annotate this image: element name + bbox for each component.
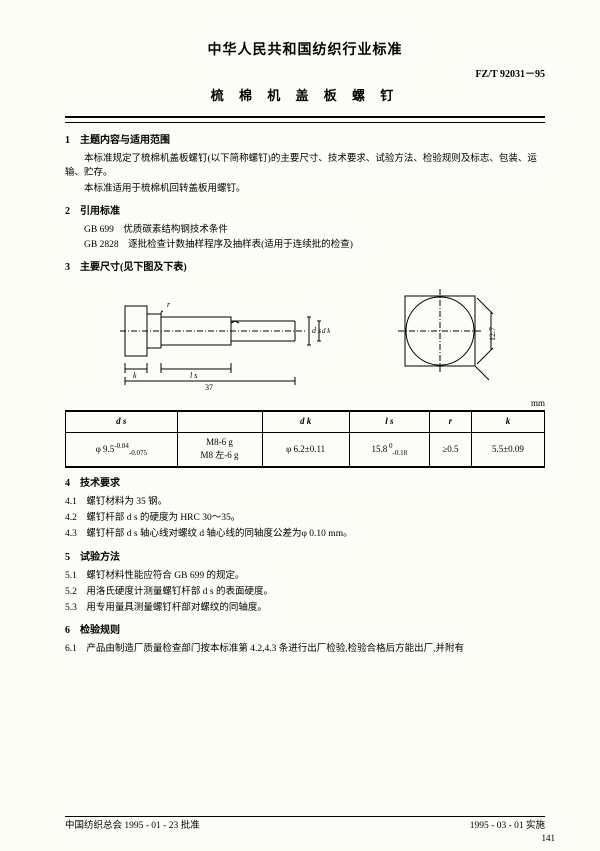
th: d s	[66, 411, 178, 432]
section-heading: 5 试验方法	[65, 550, 545, 565]
bolt-diagram: k l s 37 r d s d k 12.7	[95, 281, 515, 391]
svg-text:d s: d s	[312, 326, 321, 335]
standard-code: FZ/T 92031－95	[65, 67, 545, 82]
reference: GB 699 优质碳素结构钢技术条件	[84, 223, 545, 237]
svg-text:k: k	[133, 371, 137, 380]
page-number: 141	[542, 832, 556, 846]
clause: 6.1 产品由制造厂质量检查部门按本标准第 4.2,4.3 条进行出厂检验,检验…	[65, 642, 545, 656]
td: 5.5±0.09	[471, 432, 544, 467]
paragraph: 本标准规定了梳棉机盖板螺钉(以下简称螺钉)的主要尺寸、技术要求、试验方法、检验规…	[65, 152, 545, 181]
svg-text:37: 37	[205, 383, 213, 391]
td: M8-6 g M8 左-6 g	[177, 432, 262, 467]
th: r	[429, 411, 471, 432]
svg-text:l s: l s	[190, 371, 197, 380]
clause: 5.2 用洛氏硬度计测量螺钉杆部 d s 的表面硬度。	[65, 585, 545, 599]
clause: 4.2 螺钉杆部 d s 的硬度为 HRC 30～35。	[65, 511, 545, 525]
th: d k	[262, 411, 349, 432]
th: l s	[349, 411, 429, 432]
th	[177, 411, 262, 432]
reference: GB 2828 逐批检查计数抽样程序及抽样表(适用于连续批的检查)	[84, 238, 545, 252]
effective-date: 1995 - 03 - 01 实施	[470, 819, 545, 833]
th: k	[471, 411, 544, 432]
divider	[65, 116, 545, 118]
svg-text:12.7: 12.7	[488, 327, 497, 341]
clause: 4.1 螺钉材料为 35 钢。	[65, 495, 545, 509]
td: φ 9.5-0.04-0.075	[66, 432, 178, 467]
approval-date: 中国纺织总会 1995 - 01 - 23 批准	[65, 819, 200, 833]
unit-label: mm	[65, 397, 545, 411]
svg-text:r: r	[167, 300, 171, 309]
divider	[65, 122, 545, 123]
td: ≥0.5	[429, 432, 471, 467]
td: φ 6.2±0.11	[262, 432, 349, 467]
td: 15.8 0-0.18	[349, 432, 429, 467]
org-title: 中华人民共和国纺织行业标准	[65, 40, 545, 61]
svg-text:d k: d k	[322, 327, 331, 335]
clause: 5.3 用专用量具测量螺钉杆部对螺纹的同轴度。	[65, 601, 545, 615]
section-heading: 1 主题内容与适用范围	[65, 133, 545, 148]
dimension-table: d s d k l s r k φ 9.5-0.04-0.075 M8-6 g …	[65, 410, 545, 468]
page: 中华人民共和国纺织行业标准 FZ/T 92031－95 梳 棉 机 盖 板 螺 …	[0, 0, 600, 851]
section-heading: 3 主要尺寸(见下图及下表)	[65, 260, 545, 275]
clause: 5.1 螺钉材料性能应符合 GB 699 的规定。	[65, 569, 545, 583]
section-heading: 6 检验规则	[65, 623, 545, 638]
header: 中华人民共和国纺织行业标准	[65, 40, 545, 61]
footer: 中国纺织总会 1995 - 01 - 23 批准 1995 - 03 - 01 …	[65, 816, 545, 833]
doc-title: 梳 棉 机 盖 板 螺 钉	[65, 86, 545, 106]
paragraph: 本标准适用于梳棉机回转盖板用螺钉。	[65, 182, 545, 196]
clause: 4.3 螺钉杆部 d s 轴心线对螺纹 d 轴心线的同轴度公差为φ 0.10 m…	[65, 527, 545, 541]
section-heading: 4 技术要求	[65, 476, 545, 491]
section-heading: 2 引用标准	[65, 204, 545, 219]
